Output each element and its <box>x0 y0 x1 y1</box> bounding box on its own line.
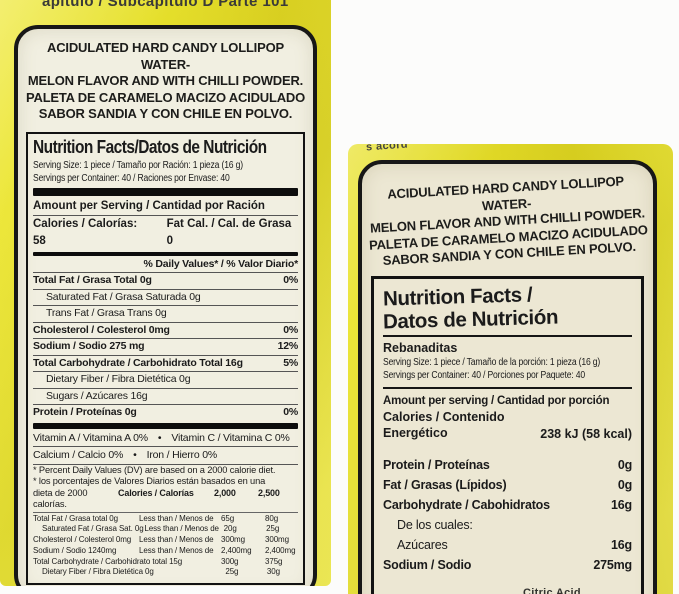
nutrient-row: Protein / Proteínas 0g 0% <box>33 404 298 421</box>
footnote-line-3: dieta de 2000 calorías. Calories / Calor… <box>33 488 298 511</box>
nutrient-label: Total Carbohydrate / Carbohidrato Total … <box>33 356 243 369</box>
nutrition-facts-title: Nutrition Facts/Datos de Nutrición <box>33 137 267 157</box>
iron-value: Iron / Hierro 0% <box>146 449 218 461</box>
right-label: ACIDULATED HARD CANDY LOLLIPOP WATER- ME… <box>358 160 657 594</box>
footnote-table: Total Fat / Grasa total 0g Less than / Me… <box>33 511 298 579</box>
nutrient-label: Total Fat / Grasa Total 0g <box>33 274 152 286</box>
calories-row: Calories / Calorías: 58 Fat Cal. / Cal. … <box>33 215 298 250</box>
nutrient-row: Azúcares 16g <box>397 538 632 552</box>
left-label: ACIDULATED HARD CANDY LOLLIPOP WATER- ME… <box>14 25 317 586</box>
footnote-table-row: Dietary Fiber / Fibra Dietética 0g 25g 30g <box>42 567 280 577</box>
nutrient-row: Carbohydrate / Cabohidratos 16g <box>383 498 632 512</box>
divider-line <box>383 335 632 337</box>
right-package: s acord ACIDULATED HARD CANDY LOLLIPOP W… <box>348 144 673 594</box>
bullet: • <box>157 431 162 444</box>
nutrient-row: De los cuales: <box>397 518 473 532</box>
nutrient-row: Sodium / Sodio 275 mg 12% <box>33 338 298 355</box>
mineral-row: Calcium / Calcio 0% • Iron / Hierro 0% <box>33 446 298 464</box>
nutrient-label: Saturated Fat / Grasa Saturada 0g <box>46 290 201 303</box>
nutrient-row: Dietary Fiber / Fibra Dietética 0g <box>33 371 298 388</box>
footnote-table-header: Calories / Calorías 2,000 2,500 <box>118 488 298 511</box>
nutrient-row: Trans Fat / Grasa Trans 0g <box>33 305 298 322</box>
nutrient-label: Dietary Fiber / Fibra Dietética 0g <box>46 373 191 385</box>
divider-bar <box>33 188 298 196</box>
calories-value: 238 kJ (58 kcal) <box>540 427 632 441</box>
nutrient-row: Cholesterol / Colesterol 0mg 0% <box>33 321 298 339</box>
footnote-calories-header: Calories / Calorías <box>118 487 194 498</box>
footnote-2500-col: 2,500 <box>258 487 280 498</box>
footnote-table-row: Saturated Fat / Grasa Sat. 0g Less than /… <box>42 524 280 534</box>
description-line: MELON FLAVOR AND WITH CHILLI POWDER. <box>27 73 304 88</box>
nutrient-label: Cholesterol / Colesterol 0mg <box>33 323 170 336</box>
amount-per-serving: Amount per Serving / Cantidad por Ración <box>33 200 265 212</box>
product-subtitle: Rebanaditas <box>383 341 458 355</box>
footnote-table-row: Total Carbohydrate / Carbohidrato total … <box>33 556 283 566</box>
left-package: apítulo / Subcapítulo D Parte 101 ACIDUL… <box>0 0 331 586</box>
divider-bar <box>33 422 298 429</box>
amount-per-serving: Amount per serving / Cantidad por porció… <box>383 395 610 407</box>
calories-label: Calories / Contenido Energético <box>383 410 505 440</box>
footnote-table-row: Cholesterol / Colesterol 0mg Less than / … <box>33 535 289 545</box>
nutrient-dv: 0% <box>283 323 298 336</box>
nutrient-dv: 5% <box>283 356 298 369</box>
calories-value: Calories / Calorías: 58 <box>33 218 138 247</box>
nutrient-row: Sodium / Sodio 275mg <box>383 558 632 572</box>
nutrient-row: Total Carbohydrate / Carbohidrato Total … <box>33 354 298 372</box>
vitamin-a-value: Vitamin A / Vitamina A 0% <box>33 431 148 444</box>
nutrient-row: Sugars / Azúcares 16g <box>33 387 298 405</box>
description-line: SABOR SANDIA Y CON CHILE EN POLVO. <box>38 106 293 121</box>
serving-size-line: Serving Size: 1 piece / Tamaño de la por… <box>383 357 601 368</box>
nutrient-row: Protein / Proteínas 0g <box>383 458 632 472</box>
nutrient-row: Saturated Fat / Grasa Saturada 0g <box>33 288 298 306</box>
servings-per-container-line: Servings per Container: 40 / Raciones po… <box>33 173 230 184</box>
nutrient-dv: 0% <box>283 406 298 418</box>
description-line: ACIDULATED HARD CANDY LOLLIPOP WATER- <box>47 40 284 72</box>
nutrient-label: Sodium / Sodio 275 mg <box>33 340 145 352</box>
nutrient-row: Total Fat / Grasa Total 0g 0% <box>33 272 298 289</box>
nutrient-dv: 0% <box>283 274 298 286</box>
nutrient-label: Sugars / Azúcares 16g <box>46 389 148 402</box>
footnote-table-row: Total Fat / Grasa total 0g Less than / Me… <box>33 513 279 523</box>
nutrient-label: Trans Fat / Grasa Trans 0g <box>46 307 167 319</box>
left-description: ACIDULATED HARD CANDY LOLLIPOP WATER- ME… <box>22 40 309 123</box>
footnote-line-1: * Percent Daily Values (DV) are based on… <box>33 463 298 477</box>
footnote-table-row: Sodium / Sodio 1240mg Less than / Menos d… <box>33 545 296 555</box>
footnote-line-2: * los porcentajes de Valores Diarios est… <box>33 476 266 486</box>
left-nutrition-panel: Nutrition Facts/Datos de Nutrición Servi… <box>26 132 305 585</box>
bullet: • <box>133 449 137 461</box>
footnote-2000-col: 2,000 <box>214 487 236 498</box>
serving-size-line: Serving Size: 1 piece / Tamaño por Ració… <box>33 160 243 171</box>
left-top-partial-text: apítulo / Subcapítulo D Parte 101 <box>42 0 289 10</box>
fat-calories-value: Fat Cal. / Cal. de Grasa 0 <box>166 218 292 247</box>
right-nutrition-panel: Nutrition Facts / Datos de Nutrición Reb… <box>371 276 644 594</box>
nutrient-dv: 12% <box>277 340 299 352</box>
vitamin-row: Vitamin A / Vitamina A 0% • Vitamin C / … <box>33 430 298 447</box>
vitamin-c-value: Vitamin C / Vitamina C 0% <box>171 431 290 444</box>
nutrient-rows: Protein / Proteínas 0g Fat / Grasas (Lípi… <box>383 455 632 575</box>
bottom-partial-ingredients-text: Citric Acid <box>523 587 581 594</box>
calcium-value: Calcium / Calcio 0% <box>33 449 124 461</box>
calories-row: Calories / Contenido Energético 238 kJ (… <box>383 409 632 441</box>
right-top-partial-text: s acord <box>365 144 409 154</box>
nutrient-label: Protein / Proteínas 0g <box>33 406 137 418</box>
description-line: PALETA DE CARAMELO MACIZO ACIDULADO <box>26 89 305 105</box>
divider-bar <box>33 252 298 256</box>
daily-values-header: % Daily Values* / % Valor Diario* <box>143 258 299 270</box>
servings-per-container-line: Servings per Container: 40 / Porciones p… <box>383 370 586 381</box>
divider-line <box>383 387 632 389</box>
nutrient-row: Fat / Grasas (Lípidos) 0g <box>383 478 632 492</box>
right-description: ACIDULATED HARD CANDY LOLLIPOP WATER- ME… <box>364 172 651 270</box>
